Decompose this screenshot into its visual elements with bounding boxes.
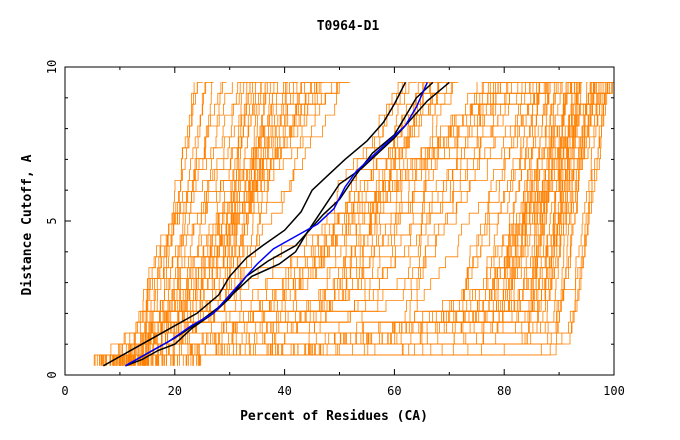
y-tick-label: 10: [45, 60, 59, 74]
model-curve: [128, 82, 266, 366]
x-tick-label: 100: [603, 384, 625, 398]
highlighted-model-curves: [103, 81, 450, 367]
model-curve: [186, 82, 606, 366]
x-tick-label: 60: [387, 384, 401, 398]
model-curve: [156, 82, 506, 366]
model-curve: [120, 82, 351, 366]
model-curve: [162, 82, 553, 366]
model-curve: [127, 82, 564, 366]
axis-ticks: 0 20 40 60 80 100 0 5 10: [45, 60, 625, 398]
model-curve: [158, 82, 577, 366]
model-curve: [106, 82, 322, 366]
model-curve: [101, 82, 214, 366]
model-curve: [142, 82, 248, 366]
model-curve: [199, 82, 550, 366]
x-tick-label: 20: [168, 384, 182, 398]
model-curve: [145, 82, 299, 366]
x-axis-label: Percent of Residues (CA): [240, 409, 428, 424]
background-model-curves: [93, 82, 614, 366]
y-axis-label: Distance Cutoff, A: [20, 154, 35, 295]
model-curve: [138, 82, 348, 366]
highlight-curve: [103, 82, 407, 367]
model-curve: [113, 82, 432, 366]
model-curve: [186, 82, 559, 366]
y-tick-label: 0: [45, 371, 59, 378]
model-curve: [142, 82, 264, 366]
model-curve: [142, 82, 441, 366]
model-curve: [144, 82, 572, 366]
model-curve: [170, 82, 564, 366]
model-curve: [147, 82, 601, 366]
y-tick-label: 5: [45, 217, 59, 224]
x-tick-label: 40: [277, 384, 291, 398]
model-curve: [120, 82, 332, 366]
model-curve: [113, 82, 423, 366]
model-curve: [164, 82, 604, 366]
model-curve: [119, 82, 501, 366]
model-curve: [173, 82, 577, 366]
highlight-curve: [125, 82, 428, 367]
model-curve: [198, 82, 596, 366]
model-curve: [127, 82, 208, 366]
model-curve: [129, 82, 588, 366]
model-curve: [150, 82, 513, 366]
model-curve: [131, 82, 503, 366]
x-tick-label: 80: [497, 384, 511, 398]
model-curve: [119, 82, 551, 366]
model-curve: [128, 82, 405, 366]
chart-title: T0964-D1: [317, 19, 380, 34]
model-curve: [142, 82, 518, 366]
x-tick-label: 0: [61, 384, 68, 398]
model-curve: [132, 82, 536, 366]
